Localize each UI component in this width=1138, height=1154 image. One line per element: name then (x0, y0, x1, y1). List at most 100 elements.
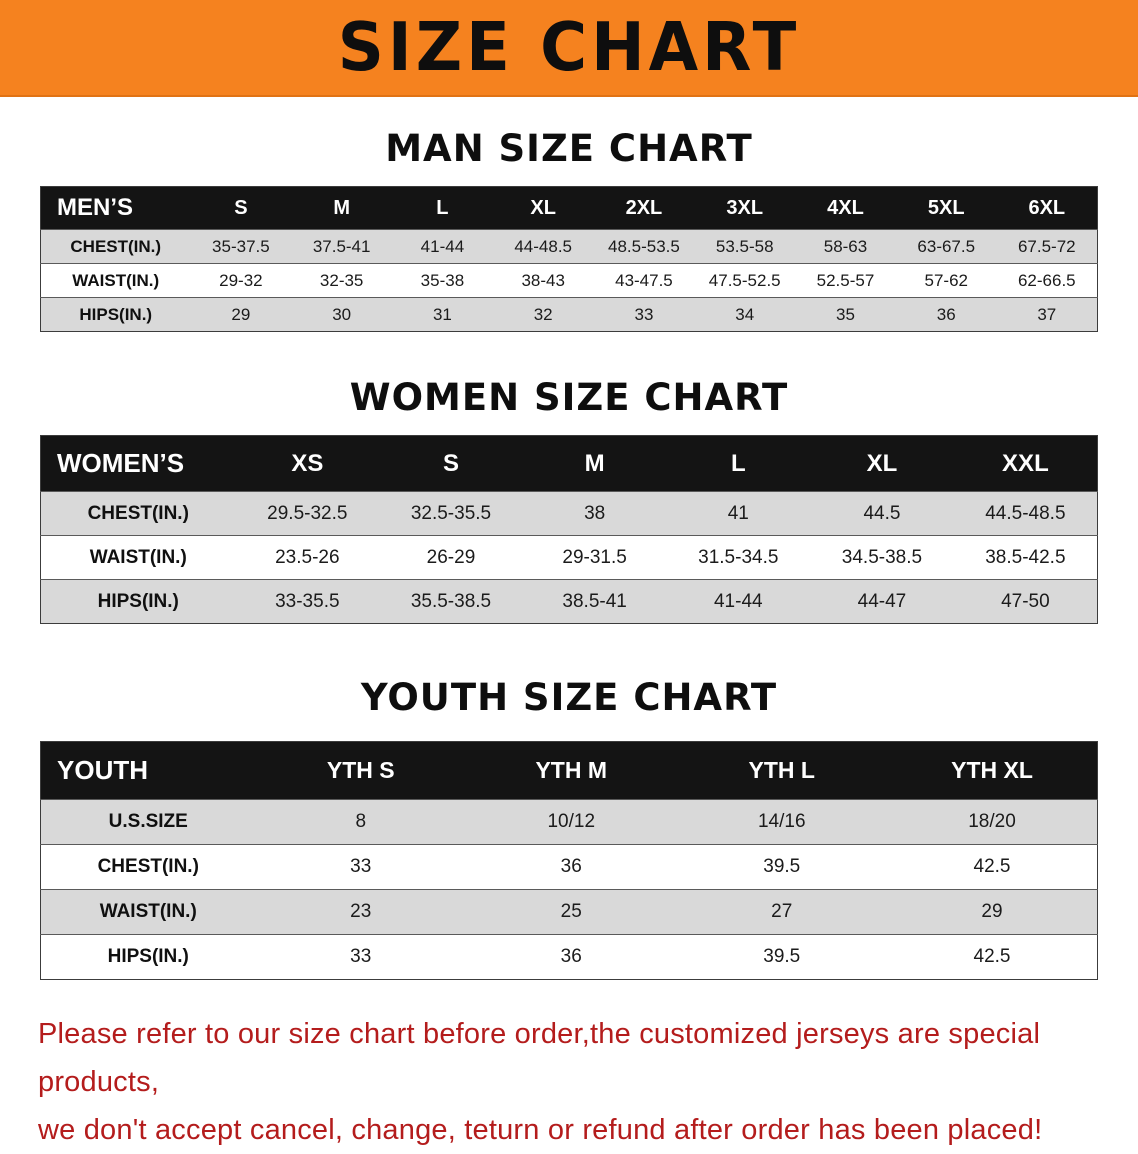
size-value-cell: 53.5-58 (694, 229, 796, 264)
size-value-cell: 62-66.5 (996, 263, 1098, 298)
table-row: HIPS(IN.) 33-35.5 35.5-38.5 38.5-41 41-44 44-… (40, 579, 1098, 624)
size-column-header: XL (866, 449, 898, 477)
size-value-cell: 37.5-41 (291, 229, 393, 264)
row-label: WAIST(IN.) (40, 535, 236, 580)
size-column-header: L (436, 196, 449, 219)
size-value-cell: 44.5-48.5 (953, 491, 1098, 536)
size-value-cell: 35-37.5 (190, 229, 292, 264)
table-corner-label: YOUTH (57, 755, 148, 785)
size-column-header: XL (530, 196, 556, 219)
size-column-header: L (730, 449, 746, 477)
size-column-header: S (234, 196, 248, 219)
women-size-chart-title: WOMEN SIZE CHART (349, 376, 789, 419)
size-column-header: YTH S (326, 757, 395, 783)
size-value-cell: 10/12 (466, 799, 677, 845)
size-value-cell: 41 (666, 491, 811, 536)
row-label: HIPS(IN.) (40, 579, 236, 624)
size-value-cell: 36 (895, 297, 997, 332)
mens-size-table: MEN’S S M L XL 2XL 3XL 4XL 5XL 6XL CHEST(IN.) 35-37… (40, 186, 1098, 332)
row-label: HIPS(IN.) (40, 297, 191, 332)
size-column-header: 6XL (1028, 196, 1066, 219)
size-value-cell: 58-63 (795, 229, 896, 264)
size-column-header: 5XL (927, 196, 965, 219)
size-value-cell: 35-38 (392, 263, 493, 298)
size-value-cell: 8 (255, 799, 466, 845)
size-value-cell: 57-62 (895, 263, 997, 298)
table-row: CHEST(IN.) 35-37.5 37.5-41 41-44 44-48.5 48.5… (40, 229, 1098, 264)
table-row: WAIST(IN.) 23 25 27 29 (40, 889, 1098, 935)
table-row: U.S.SIZE 8 10/12 14/16 18/20 (40, 799, 1098, 845)
size-value-cell: 29 (190, 297, 292, 332)
size-column-header: XXL (1002, 449, 1049, 477)
size-value-cell: 38.5-41 (522, 579, 667, 624)
size-value-cell: 38.5-42.5 (953, 535, 1098, 580)
notice-line-2: we don't accept cancel, change, teturn o… (38, 1114, 1043, 1146)
size-column-header: YTH L (748, 757, 815, 783)
size-value-cell: 23 (255, 889, 466, 935)
size-value-cell: 39.5 (676, 844, 887, 890)
size-charts: MAN SIZE CHART MEN’S S M L XL 2XL 3XL 4XL 5XL 6XL… (0, 127, 1138, 980)
size-value-cell: 25 (466, 889, 677, 935)
size-value-cell: 30 (291, 297, 393, 332)
size-column-header: YTH M (535, 757, 608, 783)
banner: SIZE CHART (0, 0, 1138, 97)
size-value-cell: 27 (676, 889, 887, 935)
size-value-cell: 33-35.5 (235, 579, 380, 624)
table-row: WAIST(IN.) 23.5-26 26-29 29-31.5 31.5-34.5 34… (40, 535, 1098, 580)
size-column-header: 4XL (827, 196, 864, 219)
size-value-cell: 38-43 (492, 263, 594, 298)
size-value-cell: 52.5-57 (795, 263, 896, 298)
row-label: WAIST(IN.) (40, 263, 191, 298)
size-value-cell: 32.5-35.5 (379, 491, 523, 536)
size-value-cell: 29 (887, 889, 1098, 935)
row-label: HIPS(IN.) (40, 934, 256, 980)
size-value-cell: 48.5-53.5 (593, 229, 695, 264)
size-value-cell: 67.5-72 (996, 229, 1098, 264)
table-header-row: WOMEN’S XS S M L XL XXL (40, 435, 1098, 492)
size-value-cell: 34 (694, 297, 796, 332)
size-value-cell: 38 (522, 491, 667, 536)
order-notice: Please refer to our size chart before or… (38, 1010, 1100, 1154)
row-label: WAIST(IN.) (40, 889, 256, 935)
size-column-header: M (584, 449, 605, 477)
size-value-cell: 36 (466, 934, 677, 980)
size-value-cell: 44-47 (810, 579, 954, 624)
size-value-cell: 44.5 (810, 491, 954, 536)
womens-size-table: WOMEN’S XS S M L XL XXL CHEST(IN.) 29.5-32.5 32.5… (40, 435, 1098, 624)
women-size-chart-section: WOMEN SIZE CHART WOMEN’S XS S M L XL XXL CHEST(… (0, 376, 1138, 624)
row-label: CHEST(IN.) (40, 229, 191, 264)
size-column-header: XS (291, 449, 324, 477)
row-label: CHEST(IN.) (40, 844, 256, 890)
size-value-cell: 31.5-34.5 (666, 535, 811, 580)
size-value-cell: 33 (255, 844, 466, 890)
size-column-header: S (442, 449, 459, 477)
size-value-cell: 31 (392, 297, 493, 332)
size-value-cell: 35.5-38.5 (379, 579, 523, 624)
size-value-cell: 26-29 (379, 535, 523, 580)
size-value-cell: 36 (466, 844, 677, 890)
table-corner-label: WOMEN’S (57, 448, 185, 478)
size-value-cell: 43-47.5 (593, 263, 695, 298)
size-value-cell: 41-44 (392, 229, 493, 264)
table-header-row: MEN’S S M L XL 2XL 3XL 4XL 5XL 6XL (40, 186, 1098, 230)
table-row: HIPS(IN.) 29 30 31 32 33 34 35 36 37 (40, 297, 1098, 332)
size-column-header: 3XL (726, 196, 764, 219)
size-column-header: M (333, 196, 350, 219)
table-row: HIPS(IN.) 33 36 39.5 42.5 (40, 934, 1098, 980)
size-value-cell: 42.5 (887, 934, 1098, 980)
size-value-cell: 33 (593, 297, 695, 332)
size-value-cell: 29.5-32.5 (235, 491, 380, 536)
table-header-row: YOUTH YTH S YTH M YTH L YTH XL (40, 741, 1098, 800)
size-value-cell: 32-35 (291, 263, 393, 298)
size-value-cell: 34.5-38.5 (810, 535, 954, 580)
table-row: CHEST(IN.) 29.5-32.5 32.5-35.5 38 41 44.5 44.5… (40, 491, 1098, 536)
size-value-cell: 39.5 (676, 934, 887, 980)
size-value-cell: 42.5 (887, 844, 1098, 890)
size-value-cell: 37 (996, 297, 1098, 332)
youth-size-chart-section: YOUTH SIZE CHART YOUTH YTH S YTH M YTH L YTH… (0, 676, 1138, 980)
table-corner-label: MEN’S (57, 194, 134, 221)
table-row: CHEST(IN.) 33 36 39.5 42.5 (40, 844, 1098, 890)
row-label: CHEST(IN.) (40, 491, 236, 536)
man-size-chart-title: MAN SIZE CHART (385, 127, 753, 170)
size-column-header: YTH XL (951, 757, 1033, 783)
